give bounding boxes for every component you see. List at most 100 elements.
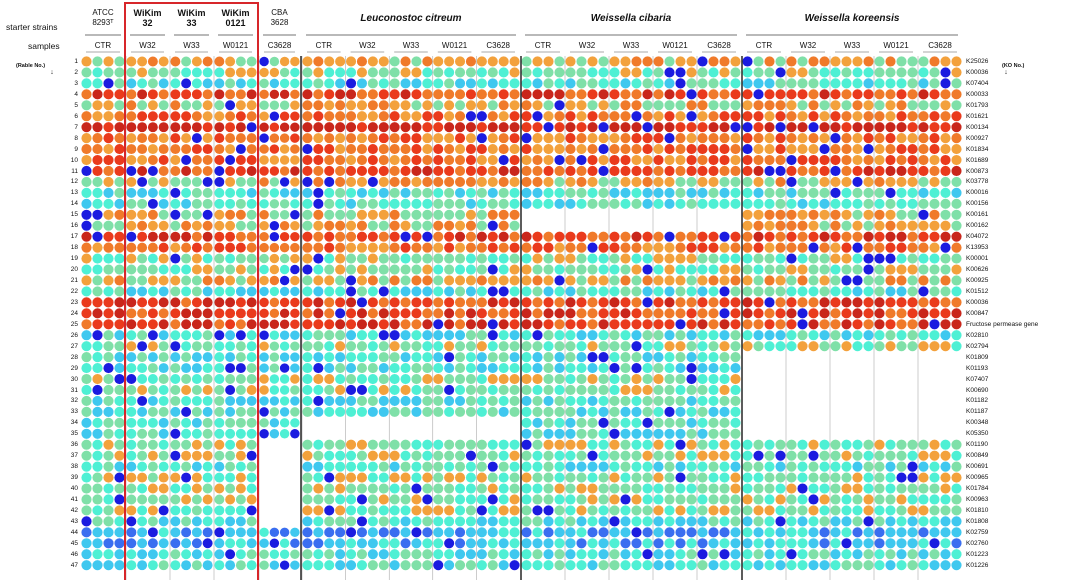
heatmap-cell bbox=[587, 406, 598, 417]
heatmap-cell bbox=[433, 297, 444, 308]
heatmap-cell bbox=[313, 209, 324, 220]
heatmap-cell bbox=[335, 198, 346, 209]
heatmap-cell bbox=[214, 56, 225, 67]
heatmap-cell bbox=[951, 144, 962, 155]
heatmap-cell bbox=[214, 330, 225, 341]
heatmap-cell bbox=[302, 319, 313, 330]
heatmap-cell bbox=[730, 111, 741, 122]
heatmap-cell bbox=[356, 78, 368, 89]
heatmap-cell bbox=[422, 100, 433, 111]
heatmap-cell bbox=[455, 286, 466, 297]
heatmap-cell bbox=[521, 560, 532, 571]
heatmap-cell bbox=[279, 231, 290, 242]
heatmap-cell bbox=[631, 154, 642, 166]
heatmap-cell bbox=[103, 122, 114, 133]
heatmap-cell bbox=[940, 483, 951, 494]
heatmap-cell bbox=[147, 56, 158, 67]
heatmap-cell bbox=[918, 450, 929, 461]
heatmap-cell bbox=[907, 483, 918, 494]
heatmap-cell bbox=[565, 363, 576, 374]
heatmap-cell bbox=[852, 100, 863, 111]
heatmap-cell bbox=[576, 527, 587, 538]
heatmap-cell bbox=[587, 330, 598, 341]
heatmap-cell bbox=[191, 111, 202, 122]
heatmap-cell bbox=[775, 89, 786, 100]
heatmap-cell bbox=[433, 308, 444, 319]
heatmap-cell bbox=[346, 198, 357, 209]
heatmap-cell bbox=[918, 461, 929, 472]
strain-header-3: WiKim 0121 bbox=[221, 8, 250, 28]
heatmap-cell bbox=[269, 418, 280, 428]
heatmap-cell bbox=[158, 341, 169, 352]
heatmap-cell bbox=[664, 527, 675, 538]
heatmap-cell bbox=[465, 461, 477, 472]
heatmap-cell bbox=[389, 89, 400, 100]
heatmap-cell bbox=[455, 450, 466, 461]
heatmap-cell bbox=[587, 428, 598, 439]
heatmap-cell bbox=[775, 154, 786, 166]
heatmap-cell bbox=[576, 538, 587, 549]
heatmap-cell bbox=[367, 494, 378, 505]
heatmap-cell bbox=[114, 472, 125, 483]
heatmap-cell bbox=[465, 319, 477, 330]
heatmap-cell bbox=[147, 166, 158, 176]
heatmap-cell bbox=[259, 297, 269, 308]
heatmap-cell bbox=[103, 242, 114, 253]
heatmap-cell bbox=[587, 78, 598, 89]
heatmap-cell bbox=[302, 483, 313, 494]
heatmap-cell bbox=[158, 428, 169, 439]
heatmap-cell bbox=[863, 330, 874, 341]
heatmap-cell bbox=[686, 122, 697, 133]
heatmap-cell bbox=[951, 220, 962, 231]
heatmap-cell bbox=[269, 155, 280, 165]
ko-label: K00849 bbox=[966, 452, 989, 460]
heatmap-cell bbox=[411, 494, 422, 505]
heatmap-cell bbox=[521, 538, 532, 549]
heatmap-cell bbox=[653, 472, 664, 483]
heatmap-cell bbox=[907, 209, 918, 220]
heatmap-cell bbox=[532, 56, 543, 67]
heatmap-cell bbox=[114, 100, 125, 111]
heatmap-cell bbox=[742, 242, 753, 253]
heatmap-cell bbox=[181, 450, 192, 461]
heatmap-cell bbox=[476, 209, 487, 220]
heatmap-cell bbox=[874, 483, 885, 494]
heatmap-cell bbox=[907, 439, 918, 450]
sample-label: W32 bbox=[578, 41, 596, 50]
heatmap-cell bbox=[400, 198, 411, 209]
heatmap-cell bbox=[730, 549, 741, 560]
heatmap-cell bbox=[675, 133, 686, 144]
heatmap-cell bbox=[444, 220, 455, 231]
heatmap-cell bbox=[587, 472, 598, 483]
heatmap-cell bbox=[290, 155, 300, 165]
heatmap-cell bbox=[103, 483, 114, 494]
heatmap-cell bbox=[147, 231, 158, 242]
heatmap-cell bbox=[170, 374, 181, 384]
heatmap-cell bbox=[225, 89, 236, 100]
heatmap-cell bbox=[476, 450, 487, 461]
heatmap-cell bbox=[137, 538, 148, 549]
heatmap-cell bbox=[455, 560, 466, 571]
heatmap-cell bbox=[181, 483, 192, 494]
heatmap-cell bbox=[576, 56, 587, 67]
heatmap-cell bbox=[126, 450, 137, 461]
heatmap-cell bbox=[246, 319, 257, 330]
heatmap-cell bbox=[675, 176, 686, 187]
heatmap-cell bbox=[885, 253, 896, 264]
heatmap-cell bbox=[214, 417, 225, 428]
heatmap-cell bbox=[400, 516, 411, 527]
heatmap-cell bbox=[335, 439, 346, 450]
heatmap-cell bbox=[532, 483, 543, 494]
heatmap-cell bbox=[411, 527, 422, 538]
heatmap-cell bbox=[620, 428, 631, 439]
heatmap-cell bbox=[675, 165, 686, 177]
row-number: 41 bbox=[70, 496, 78, 503]
heatmap-cell bbox=[509, 111, 520, 122]
heatmap-cell bbox=[378, 450, 389, 461]
heatmap-cell bbox=[642, 549, 653, 560]
heatmap-cell bbox=[302, 78, 313, 89]
heatmap-cell bbox=[225, 330, 236, 341]
heatmap-cell bbox=[565, 439, 576, 450]
heatmap-cell bbox=[487, 286, 498, 297]
heatmap-cell bbox=[225, 100, 236, 111]
